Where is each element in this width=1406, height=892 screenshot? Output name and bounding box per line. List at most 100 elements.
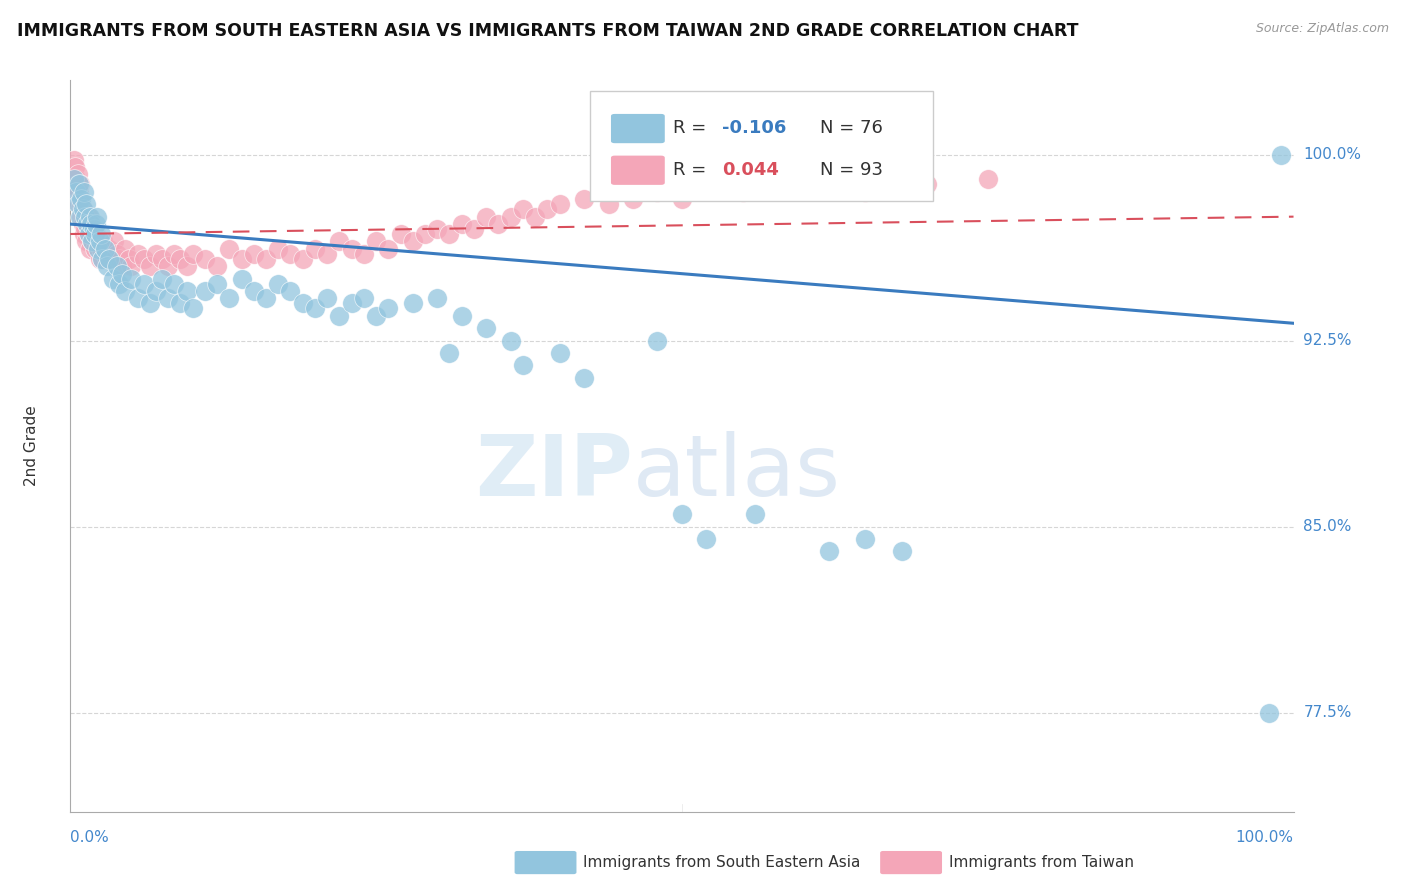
Point: [291, 296, 314, 310]
Text: N = 76: N = 76: [820, 119, 883, 136]
Point: [218, 292, 240, 306]
Point: [77, 227, 100, 241]
Point: [73, 210, 96, 224]
Point: [915, 178, 938, 192]
Point: [91, 252, 114, 266]
Point: [621, 192, 644, 206]
Point: [70, 192, 93, 206]
Point: [111, 267, 134, 281]
Point: [976, 172, 998, 186]
Point: [127, 247, 149, 261]
Text: 85.0%: 85.0%: [1303, 519, 1351, 534]
Point: [76, 217, 98, 231]
Point: [73, 210, 96, 224]
Point: [512, 359, 534, 373]
Point: [65, 172, 87, 186]
Point: [176, 284, 198, 298]
Point: [536, 202, 558, 217]
Text: 92.5%: 92.5%: [1303, 333, 1351, 348]
Text: 0.0%: 0.0%: [70, 830, 110, 845]
Point: [855, 532, 877, 546]
Point: [340, 296, 363, 310]
Point: [377, 242, 399, 256]
Point: [80, 227, 103, 241]
Point: [598, 197, 620, 211]
Point: [118, 252, 141, 266]
Point: [572, 371, 595, 385]
Point: [254, 292, 277, 306]
Point: [77, 227, 100, 241]
Point: [101, 271, 124, 285]
Point: [73, 222, 96, 236]
Point: [121, 259, 143, 273]
Point: [84, 227, 107, 241]
Point: [243, 284, 266, 298]
Point: [157, 292, 180, 306]
Point: [121, 271, 143, 285]
Point: [366, 235, 388, 249]
Point: [150, 271, 173, 285]
Point: [127, 292, 149, 306]
Point: [66, 178, 89, 192]
Point: [89, 235, 111, 249]
Point: [90, 227, 112, 241]
Point: [176, 259, 198, 273]
Point: [488, 217, 510, 231]
Point: [1258, 706, 1281, 720]
Point: [499, 334, 522, 348]
Point: [402, 235, 425, 249]
Point: [194, 284, 217, 298]
Point: [72, 217, 94, 231]
FancyBboxPatch shape: [612, 155, 665, 185]
Point: [402, 296, 425, 310]
Point: [733, 185, 755, 199]
Point: [75, 235, 97, 249]
Point: [65, 185, 87, 199]
Point: [647, 185, 669, 199]
Point: [463, 222, 485, 236]
Point: [280, 284, 302, 298]
Point: [76, 217, 98, 231]
Point: [132, 252, 155, 266]
Point: [73, 227, 96, 241]
Point: [72, 202, 94, 217]
Point: [524, 210, 547, 224]
Text: Source: ZipAtlas.com: Source: ZipAtlas.com: [1256, 22, 1389, 36]
Point: [77, 210, 100, 224]
Point: [83, 222, 105, 236]
Point: [79, 242, 101, 256]
Point: [205, 259, 228, 273]
Point: [304, 301, 326, 316]
Point: [108, 252, 131, 266]
Text: R =: R =: [673, 161, 713, 178]
Point: [86, 235, 108, 249]
Text: 77.5%: 77.5%: [1303, 705, 1351, 720]
Point: [163, 247, 186, 261]
Point: [69, 178, 91, 192]
Text: IMMIGRANTS FROM SOUTH EASTERN ASIA VS IMMIGRANTS FROM TAIWAN 2ND GRADE CORRELATI: IMMIGRANTS FROM SOUTH EASTERN ASIA VS IM…: [17, 22, 1078, 40]
Point: [291, 252, 314, 266]
Point: [426, 222, 449, 236]
Point: [101, 252, 124, 266]
Point: [499, 210, 522, 224]
Point: [91, 252, 114, 266]
Point: [450, 309, 472, 323]
Point: [426, 292, 449, 306]
Point: [671, 192, 693, 206]
Point: [70, 197, 93, 211]
Point: [84, 217, 107, 231]
Point: [75, 197, 97, 211]
Text: 0.044: 0.044: [723, 161, 779, 178]
Point: [79, 210, 101, 224]
Point: [63, 172, 86, 186]
Point: [105, 247, 128, 261]
Text: -0.106: -0.106: [723, 119, 786, 136]
Point: [512, 202, 534, 217]
Point: [439, 227, 461, 241]
Point: [83, 242, 105, 256]
Point: [475, 210, 498, 224]
Point: [80, 217, 103, 231]
Point: [114, 284, 136, 298]
Point: [328, 309, 350, 323]
Point: [194, 252, 217, 266]
